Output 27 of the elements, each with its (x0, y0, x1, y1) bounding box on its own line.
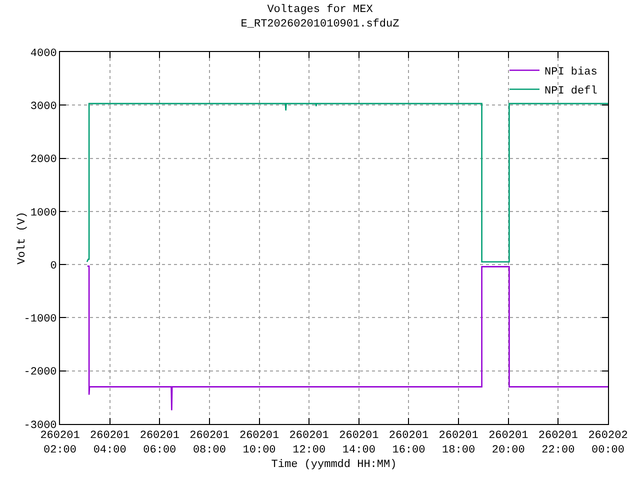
x-tick-label: 260201 04:00 (90, 430, 130, 456)
y-tick-label: 3000 (30, 100, 57, 113)
x-tick-label: 260202 00:00 (588, 430, 628, 456)
x-tick-label: 260201 12:00 (289, 430, 330, 456)
line-series (86, 102, 608, 263)
y-tick-label: 1000 (30, 207, 57, 220)
y-tick-label: 2000 (30, 154, 57, 166)
x-tick-label: 260201 08:00 (190, 430, 230, 456)
line-series (86, 266, 608, 411)
x-tick-label: 260201 02:00 (40, 430, 80, 456)
chart-title: Voltages for MEX E_RT20260201010901.sfduZ (240, 4, 400, 30)
x-tick-label: 260201 22:00 (538, 430, 578, 456)
y-tick-label: 0 (50, 260, 57, 272)
x-tick-label: 260201 10:00 (239, 430, 280, 456)
x-tick-label: 260201 20:00 (488, 430, 529, 456)
y-tick-label: -3000 (24, 420, 57, 432)
legend-label: NPI defl (544, 86, 598, 98)
x-tick-label: 260201 14:00 (339, 430, 380, 456)
x-tick-label: 260201 16:00 (388, 430, 429, 456)
y-tick-label: -1000 (24, 314, 57, 326)
x-axis-title: Time (yymmdd HH:MM) (271, 459, 397, 471)
x-tick-label: 260201 06:00 (140, 430, 180, 456)
x-tick-label: 260201 18:00 (438, 430, 479, 456)
y-tick-label: 4000 (30, 48, 57, 60)
y-axis-title: Volt (V) (16, 212, 28, 264)
legend-label: NPI bias (544, 66, 598, 79)
y-tick-label: -2000 (24, 366, 57, 379)
